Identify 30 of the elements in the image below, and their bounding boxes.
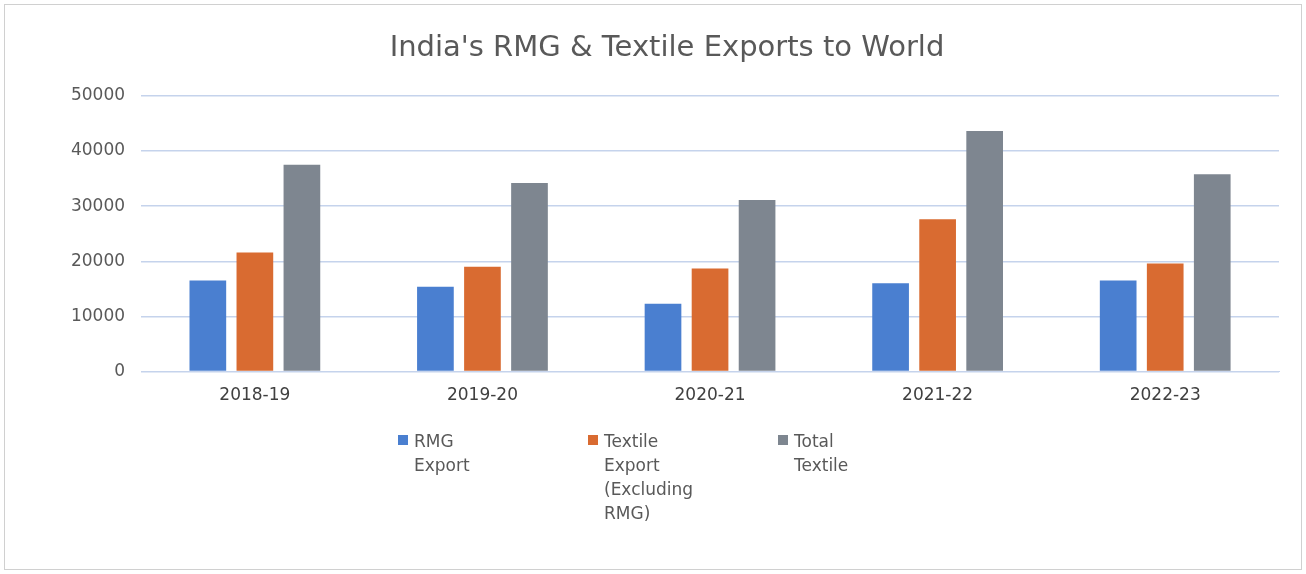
bar bbox=[511, 182, 548, 371]
bar bbox=[872, 283, 909, 371]
bar bbox=[966, 131, 1003, 371]
bar bbox=[236, 252, 274, 371]
bar bbox=[189, 280, 227, 371]
y-tick-label: 20000 bbox=[70, 249, 126, 270]
bar bbox=[417, 286, 454, 371]
y-tick-label: 40000 bbox=[70, 139, 126, 160]
x-tick-label: 2022-23 bbox=[1129, 384, 1201, 405]
legend-label: RMG Export bbox=[414, 430, 471, 477]
chart-title: India's RMG & Textile Exports to World bbox=[389, 28, 945, 63]
y-tick-label: 0 bbox=[114, 360, 126, 381]
legend-label: Textile Export (Excluding RMG) bbox=[604, 430, 694, 525]
x-tick-label: 2019-20 bbox=[446, 384, 518, 405]
x-tick-label: 2021-22 bbox=[902, 384, 974, 405]
x-tick-label: 2018-19 bbox=[219, 384, 291, 405]
bar bbox=[644, 303, 682, 371]
bar bbox=[919, 219, 956, 371]
legend-label: Total Textile bbox=[794, 430, 850, 477]
bar bbox=[691, 268, 729, 371]
bar bbox=[1099, 280, 1137, 371]
x-tick-label: 2020-21 bbox=[674, 384, 746, 405]
bar bbox=[464, 266, 501, 371]
y-tick-label: 50000 bbox=[70, 84, 126, 105]
bar bbox=[1146, 263, 1184, 371]
bar bbox=[1193, 174, 1231, 371]
bar bbox=[738, 200, 776, 371]
y-tick-label: 30000 bbox=[70, 194, 126, 215]
bar bbox=[283, 164, 321, 371]
y-tick-label: 10000 bbox=[70, 304, 126, 325]
